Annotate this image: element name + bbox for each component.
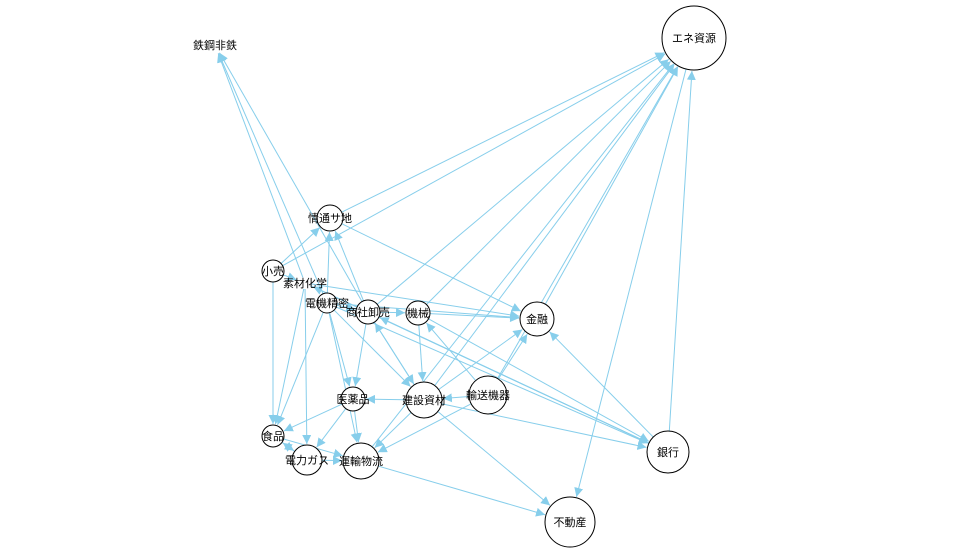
edge [379,308,406,318]
node-circle [340,386,366,412]
edge [549,331,654,438]
node: 情通サ地 [308,204,352,232]
edge [324,231,334,294]
edge [574,68,687,497]
node: 建設資材 [402,381,446,419]
node: 運輸物流 [339,442,383,480]
node-circle [355,299,381,325]
node: 商社卸売 [346,299,390,325]
edge [374,321,415,385]
node-label: 食品 [262,429,284,443]
node-circle [342,442,380,480]
node-circle [405,381,443,419]
node: 不動産 [544,496,596,548]
edge [335,306,649,444]
edge [283,403,343,432]
edge [497,333,528,380]
edge [379,317,650,444]
edge [544,66,679,305]
node-label: 情通サ地 [308,212,352,225]
node-circle [468,375,508,415]
node-label: 電力ガス [285,454,329,467]
node-label: 輸送機器 [466,388,510,402]
node-circle [291,444,323,476]
edge [341,223,522,312]
node-label: 不動産 [554,515,587,529]
node: 鉄鋼非鉄 [193,38,237,52]
node: 食品 [261,424,285,448]
node: 電力ガス [285,444,329,476]
node: 素材化学 [283,276,327,290]
node: 輸送機器 [466,375,510,415]
node-circle [661,5,727,71]
edge [441,403,647,450]
node: 金融 [519,301,555,337]
edge [328,312,360,443]
node-label: 医薬品 [337,393,370,406]
edge [376,58,670,305]
node-circle [544,496,596,548]
edge [281,441,295,452]
edge [429,313,520,323]
node-label: 金融 [526,312,548,326]
node-label: 機械 [407,306,429,320]
node-circle [405,300,431,326]
edge [272,288,305,425]
edge [217,53,304,278]
node-label: 電機精密 [305,296,349,310]
node-label: 銀行 [657,445,679,459]
edge [329,312,352,387]
edge [497,66,678,379]
node-circle [261,424,285,448]
edge [219,52,363,302]
edge [437,411,551,506]
edge [282,53,666,267]
edge [302,288,312,445]
node-label: エネ資源 [672,31,716,45]
edge [365,394,407,404]
node: エネ資源 [661,5,727,71]
edge [280,227,321,264]
edge [333,309,411,387]
edge [334,230,364,302]
node-label: 小売 [262,265,284,278]
edge [434,64,675,386]
edge [352,410,362,443]
node: 機械 [405,300,431,326]
edge [378,465,546,517]
node-label: 鉄鋼非鉄 [193,38,237,52]
node-label: 素材化学 [283,276,327,290]
node-label: 建設資材 [402,393,446,407]
edge [438,329,523,390]
edge [426,60,671,305]
node-label: 商社卸売 [346,305,390,319]
node-label: 運輸物流 [339,454,383,468]
edge [276,312,324,426]
node-circle [316,204,344,232]
edge [341,52,665,213]
edge [310,283,520,320]
edge [352,323,367,387]
node-circle [646,430,690,474]
node-circle [316,292,338,314]
edge [374,412,412,449]
edge [316,408,347,448]
edge [336,302,356,312]
edge [426,322,477,381]
node-circle [261,259,285,283]
edge [377,403,472,453]
edge [428,318,650,442]
node: 医薬品 [337,386,370,412]
node: 電機精密 [305,292,349,314]
edge [442,393,470,403]
node: 銀行 [646,430,690,474]
node-circle [519,301,555,337]
node: 小売 [261,259,285,283]
edge [283,272,297,281]
edge [668,70,696,432]
edge [417,324,427,382]
edge [218,53,324,295]
